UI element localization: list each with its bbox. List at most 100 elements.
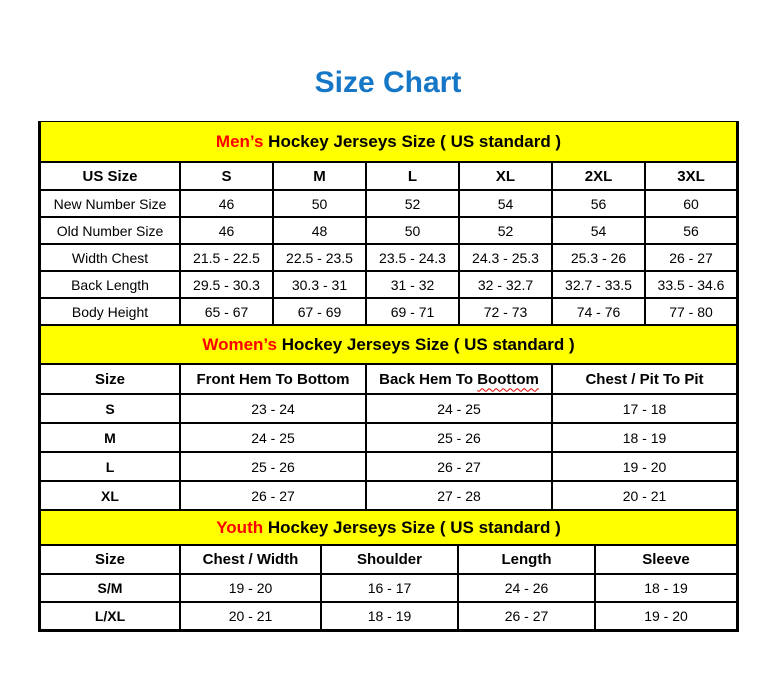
value-cell: 18 - 19 <box>320 601 459 631</box>
value-cell: 52 <box>458 216 553 245</box>
value-cell: 77 - 80 <box>644 297 738 326</box>
youth-banner-accent: Youth <box>216 518 264 537</box>
value-cell: 33.5 - 34.6 <box>644 270 738 299</box>
value-cell: 24 - 25 <box>365 393 553 424</box>
value-cell: 27 - 28 <box>365 480 553 511</box>
table-row: S 23 - 24 24 - 25 17 - 18 <box>39 393 738 424</box>
value-cell: 60 <box>644 189 738 218</box>
youth-size-table: Size Chest / Width Shoulder Length Sleev… <box>39 544 738 631</box>
column-header: Shoulder <box>320 544 459 575</box>
value-cell: 52 <box>365 189 460 218</box>
row-label: S/M <box>39 573 181 603</box>
value-cell: 19 - 20 <box>551 451 738 482</box>
value-cell: 50 <box>272 189 367 218</box>
mens-size-table: US Size S M L XL 2XL 3XL New Number Size… <box>39 161 738 326</box>
mens-section-banner: Men’s Hockey Jerseys Size ( US standard … <box>39 122 738 161</box>
value-cell: 56 <box>644 216 738 245</box>
page-title: Size Chart <box>314 66 462 99</box>
table-row: Width Chest 21.5 - 22.5 22.5 - 23.5 23.5… <box>39 243 738 272</box>
value-cell: 46 <box>179 189 274 218</box>
value-cell: 19 - 20 <box>179 573 322 603</box>
column-header: S <box>179 161 274 191</box>
value-cell: 18 - 19 <box>551 422 738 453</box>
value-cell: 72 - 73 <box>458 297 553 326</box>
column-header: Length <box>457 544 596 575</box>
table-row: XL 26 - 27 27 - 28 20 - 21 <box>39 480 738 511</box>
row-label: Old Number Size <box>39 216 181 245</box>
column-header-misspelled: Back Hem To Boottom <box>365 363 553 395</box>
value-cell: 19 - 20 <box>594 601 738 631</box>
row-label: Body Height <box>39 297 181 326</box>
size-chart-tables: Men’s Hockey Jerseys Size ( US standard … <box>38 121 739 632</box>
column-header: Size <box>39 544 181 575</box>
table-row: Old Number Size 46 48 50 52 54 56 <box>39 216 738 245</box>
value-cell: 54 <box>551 216 646 245</box>
value-cell: 54 <box>458 189 553 218</box>
column-header: XL <box>458 161 553 191</box>
value-cell: 31 - 32 <box>365 270 460 299</box>
mens-banner-text: Hockey Jerseys Size ( US standard ) <box>263 132 562 151</box>
value-cell: 65 - 67 <box>179 297 274 326</box>
womens-banner-text: Hockey Jerseys Size ( US standard ) <box>276 335 575 354</box>
value-cell: 26 - 27 <box>457 601 596 631</box>
value-cell: 69 - 71 <box>365 297 460 326</box>
womens-header-row: Size Front Hem To Bottom Back Hem To Boo… <box>39 363 738 395</box>
spellcheck-squiggle-word: Boottom <box>477 370 539 388</box>
column-header: Chest / Width <box>179 544 322 575</box>
value-cell: 24.3 - 25.3 <box>458 243 553 272</box>
row-label: Back Length <box>39 270 181 299</box>
value-cell: 22.5 - 23.5 <box>272 243 367 272</box>
mens-header-row: US Size S M L XL 2XL 3XL <box>39 161 738 191</box>
value-cell: 17 - 18 <box>551 393 738 424</box>
value-cell: 32 - 32.7 <box>458 270 553 299</box>
table-row: S/M 19 - 20 16 - 17 24 - 26 18 - 19 <box>39 573 738 603</box>
value-cell: 30.3 - 31 <box>272 270 367 299</box>
table-row: L/XL 20 - 21 18 - 19 26 - 27 19 - 20 <box>39 601 738 631</box>
row-label: L/XL <box>39 601 181 631</box>
header-text-prefix: Back Hem To <box>379 370 478 388</box>
youth-header-row: Size Chest / Width Shoulder Length Sleev… <box>39 544 738 575</box>
column-header: Front Hem To Bottom <box>179 363 367 395</box>
value-cell: 25 - 26 <box>179 451 367 482</box>
column-header: L <box>365 161 460 191</box>
table-row: M 24 - 25 25 - 26 18 - 19 <box>39 422 738 453</box>
value-cell: 26 - 27 <box>179 480 367 511</box>
row-label: S <box>39 393 181 424</box>
value-cell: 23 - 24 <box>179 393 367 424</box>
row-label: Width Chest <box>39 243 181 272</box>
row-label: New Number Size <box>39 189 181 218</box>
youth-section-banner: Youth Hockey Jerseys Size ( US standard … <box>39 511 738 544</box>
value-cell: 20 - 21 <box>179 601 322 631</box>
value-cell: 18 - 19 <box>594 573 738 603</box>
womens-banner-accent: Women’s <box>202 335 277 354</box>
row-label: XL <box>39 480 181 511</box>
value-cell: 29.5 - 30.3 <box>179 270 274 299</box>
mens-banner-accent: Men’s <box>215 132 264 151</box>
value-cell: 26 - 27 <box>644 243 738 272</box>
column-header: Sleeve <box>594 544 738 575</box>
womens-size-table: Size Front Hem To Bottom Back Hem To Boo… <box>39 363 738 511</box>
value-cell: 48 <box>272 216 367 245</box>
value-cell: 32.7 - 33.5 <box>551 270 646 299</box>
row-label: M <box>39 422 181 453</box>
value-cell: 26 - 27 <box>365 451 553 482</box>
column-header: US Size <box>39 161 181 191</box>
value-cell: 50 <box>365 216 460 245</box>
youth-banner-text: Hockey Jerseys Size ( US standard ) <box>263 518 561 537</box>
row-label: L <box>39 451 181 482</box>
value-cell: 25 - 26 <box>365 422 553 453</box>
column-header: 2XL <box>551 161 646 191</box>
column-header: M <box>272 161 367 191</box>
womens-section-banner: Women’s Hockey Jerseys Size ( US standar… <box>39 326 738 363</box>
value-cell: 24 - 26 <box>457 573 596 603</box>
value-cell: 56 <box>551 189 646 218</box>
value-cell: 21.5 - 22.5 <box>179 243 274 272</box>
value-cell: 23.5 - 24.3 <box>365 243 460 272</box>
table-row: Back Length 29.5 - 30.3 30.3 - 31 31 - 3… <box>39 270 738 299</box>
value-cell: 25.3 - 26 <box>551 243 646 272</box>
value-cell: 67 - 69 <box>272 297 367 326</box>
value-cell: 74 - 76 <box>551 297 646 326</box>
table-row: New Number Size 46 50 52 54 56 60 <box>39 189 738 218</box>
value-cell: 20 - 21 <box>551 480 738 511</box>
